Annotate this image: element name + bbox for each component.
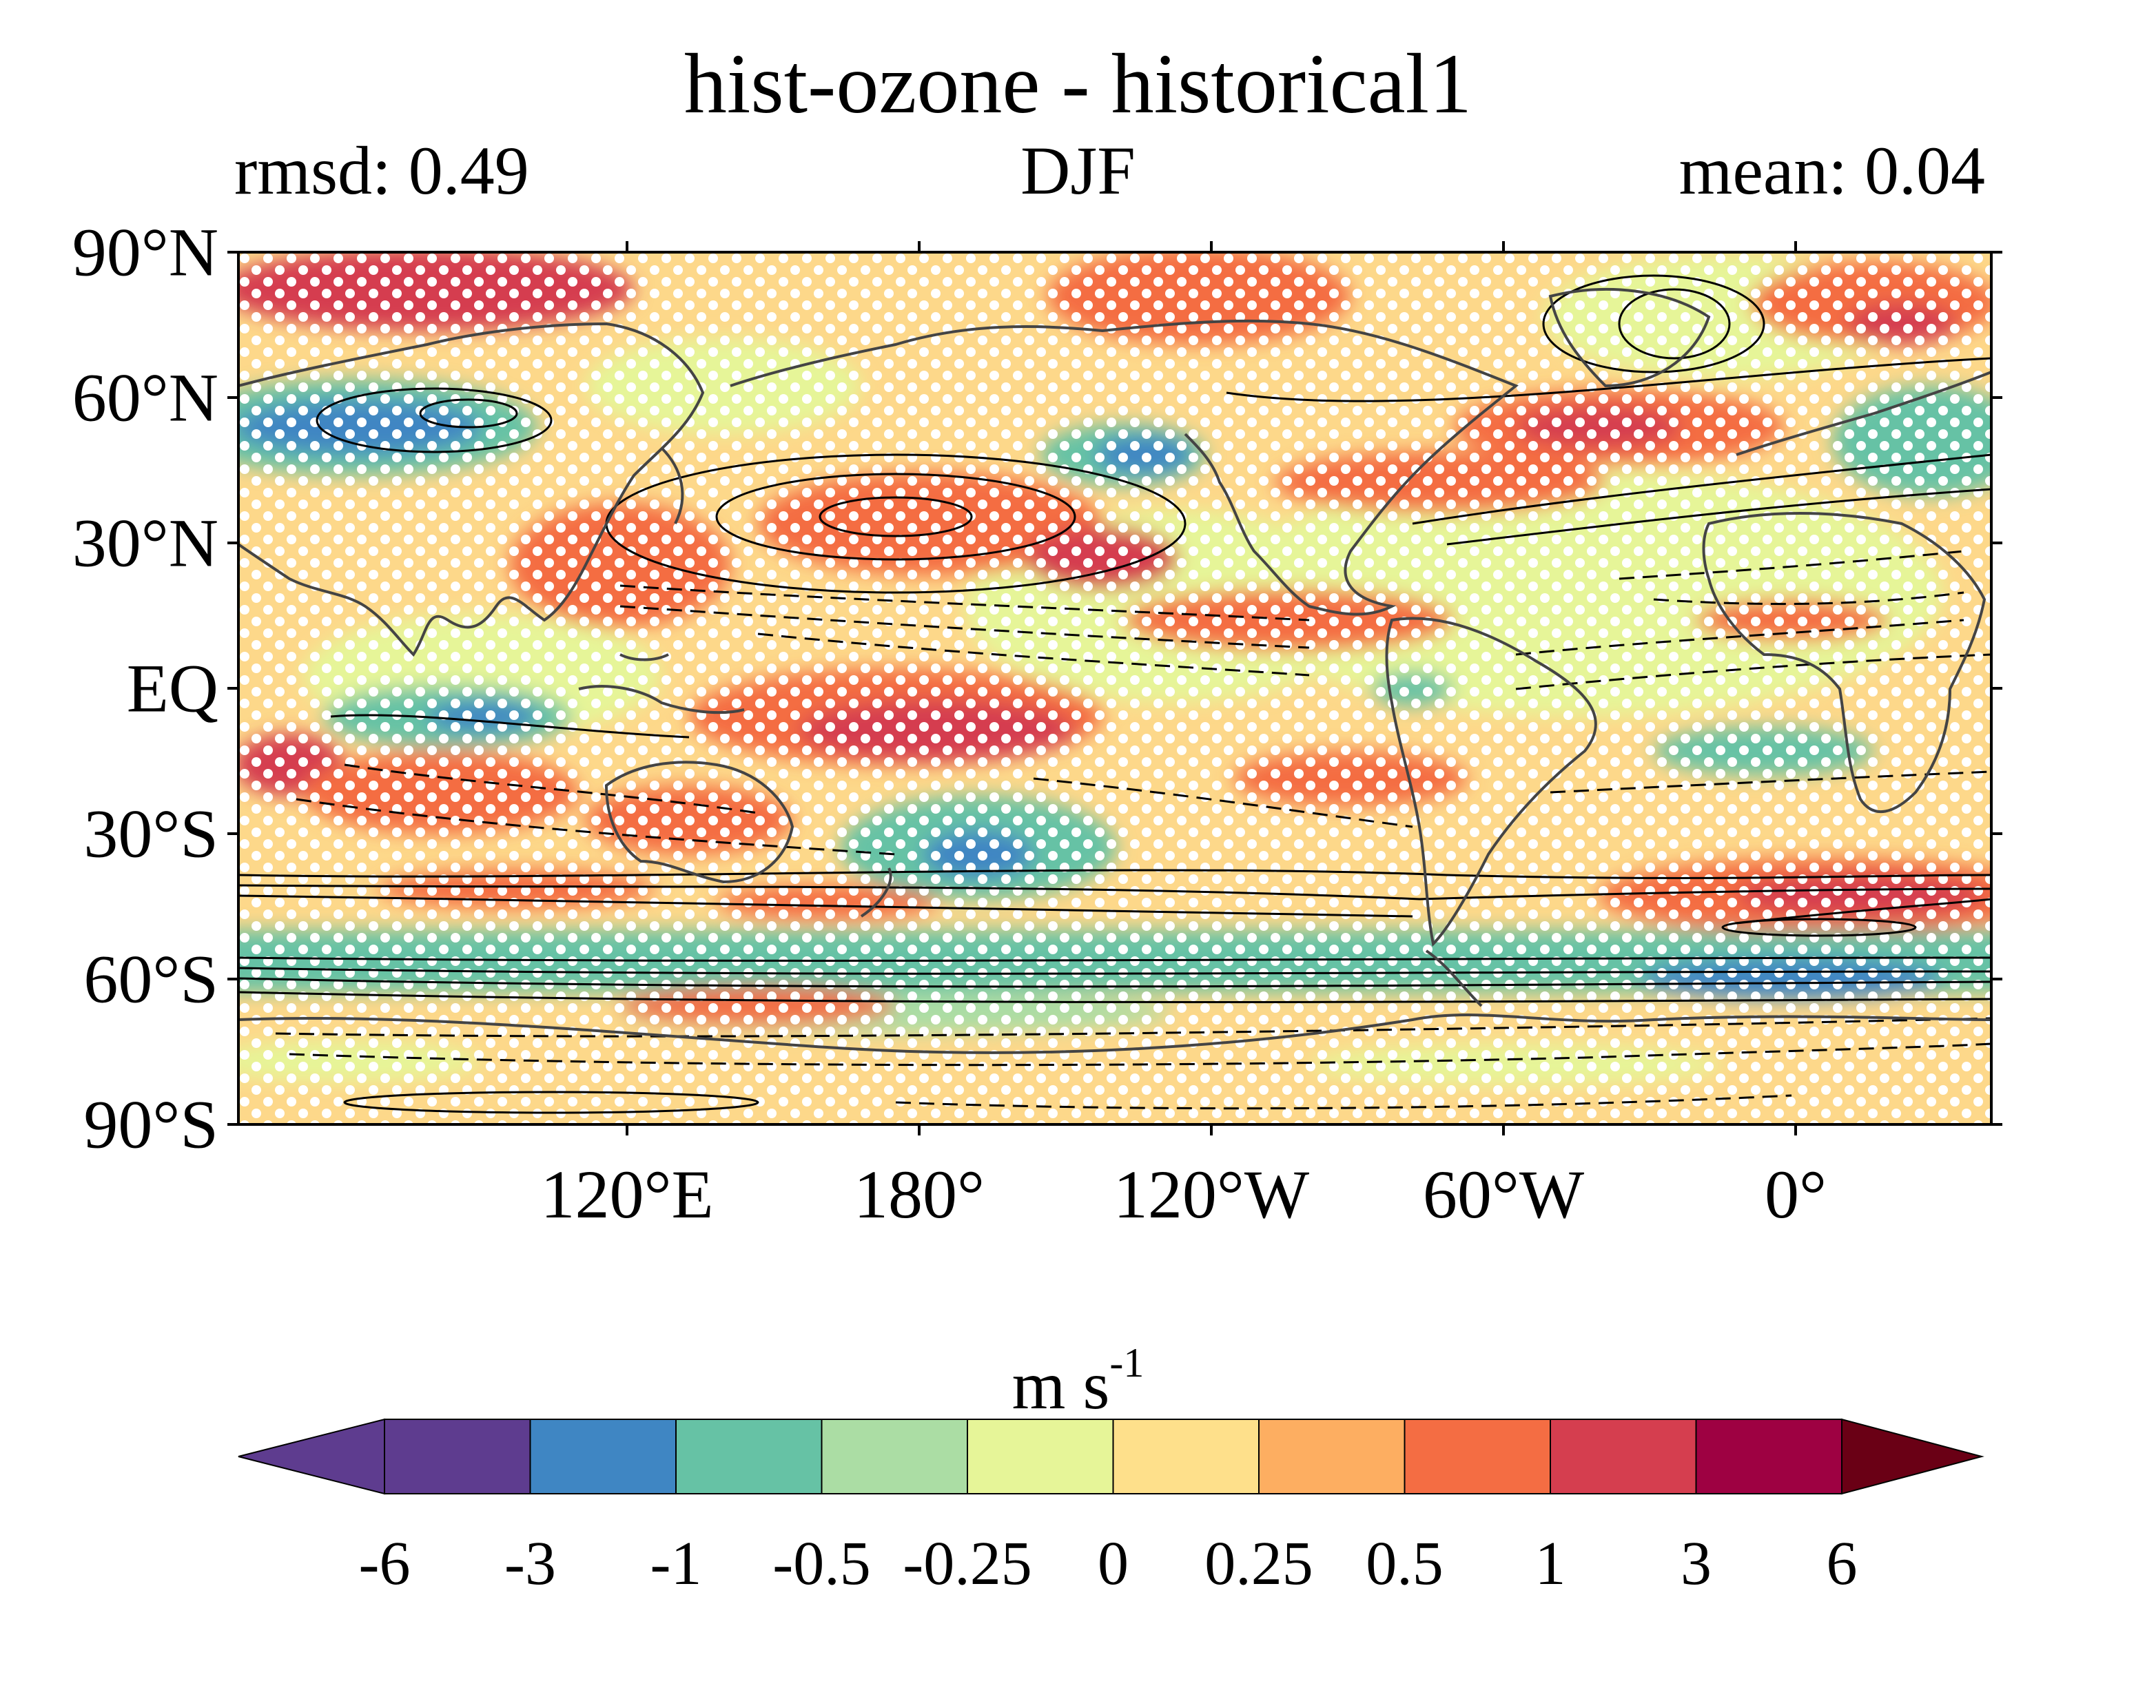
- lon-label-60w: 60°W: [1422, 1156, 1585, 1233]
- units-exponent: -1: [1109, 1340, 1144, 1386]
- mean-label: mean: 0.04: [1678, 132, 1985, 209]
- lon-label-120e: 120°E: [540, 1156, 714, 1233]
- colorbar-box: [529, 1419, 677, 1494]
- lat-label-90n: 90°N: [72, 214, 218, 291]
- colorbar-tick-label: -1: [650, 1530, 702, 1598]
- lat-label-30n: 30°N: [72, 504, 218, 582]
- colorbar-box: [1550, 1419, 1697, 1494]
- colorbar-box: [1258, 1419, 1406, 1494]
- colorbar-box: [1112, 1419, 1260, 1494]
- lon-label-180: 180°: [854, 1156, 985, 1233]
- colorbar-under-triangle: [238, 1418, 385, 1495]
- colorbar-box: [675, 1419, 823, 1494]
- colorbar: [238, 1418, 1984, 1495]
- map-field: [238, 252, 1991, 1124]
- colorbar-over-triangle: [1841, 1418, 1984, 1495]
- colorbar-box: [821, 1419, 968, 1494]
- colorbar-box: [384, 1419, 531, 1494]
- lat-label-90s: 90°S: [83, 1086, 218, 1163]
- figure-title: hist-ozone - historical1: [684, 37, 1472, 131]
- colorbar-box: [1404, 1419, 1551, 1494]
- lon-label-0: 0°: [1765, 1156, 1827, 1233]
- colorbar-tick-label: -6: [358, 1530, 411, 1598]
- colorbar-tick-label: -3: [504, 1530, 556, 1598]
- coastlines: [238, 288, 1991, 1054]
- colorbar-tick-label: 0.25: [1204, 1530, 1313, 1598]
- colorbar-tick-label: 0.5: [1366, 1530, 1444, 1598]
- map-frame: [227, 241, 2002, 1135]
- colorbar-tick-label: 3: [1681, 1530, 1712, 1598]
- lon-label-120w: 120°W: [1113, 1156, 1310, 1233]
- lat-label-60n: 60°N: [72, 359, 218, 436]
- lat-label-30s: 30°S: [83, 795, 218, 872]
- lat-label-60s: 60°S: [83, 940, 218, 1018]
- colorbar-box: [967, 1419, 1114, 1494]
- units-base: m s: [1012, 1347, 1110, 1423]
- colorbar-box: [1695, 1419, 1842, 1494]
- colorbar-tick-label: -0.5: [772, 1530, 871, 1598]
- colorbar-tick-label: 0: [1098, 1530, 1129, 1598]
- season-label: DJF: [1020, 132, 1136, 209]
- rmsd-label: rmsd: 0.49: [234, 132, 529, 209]
- lat-label-eq: EQ: [126, 650, 218, 727]
- colorbar-tick-label: 6: [1826, 1530, 1858, 1598]
- colorbar-units: m s-1: [0, 1342, 2156, 1420]
- colorbar-tick-label: -0.25: [903, 1530, 1032, 1598]
- colorbar-tick-label: 1: [1534, 1530, 1566, 1598]
